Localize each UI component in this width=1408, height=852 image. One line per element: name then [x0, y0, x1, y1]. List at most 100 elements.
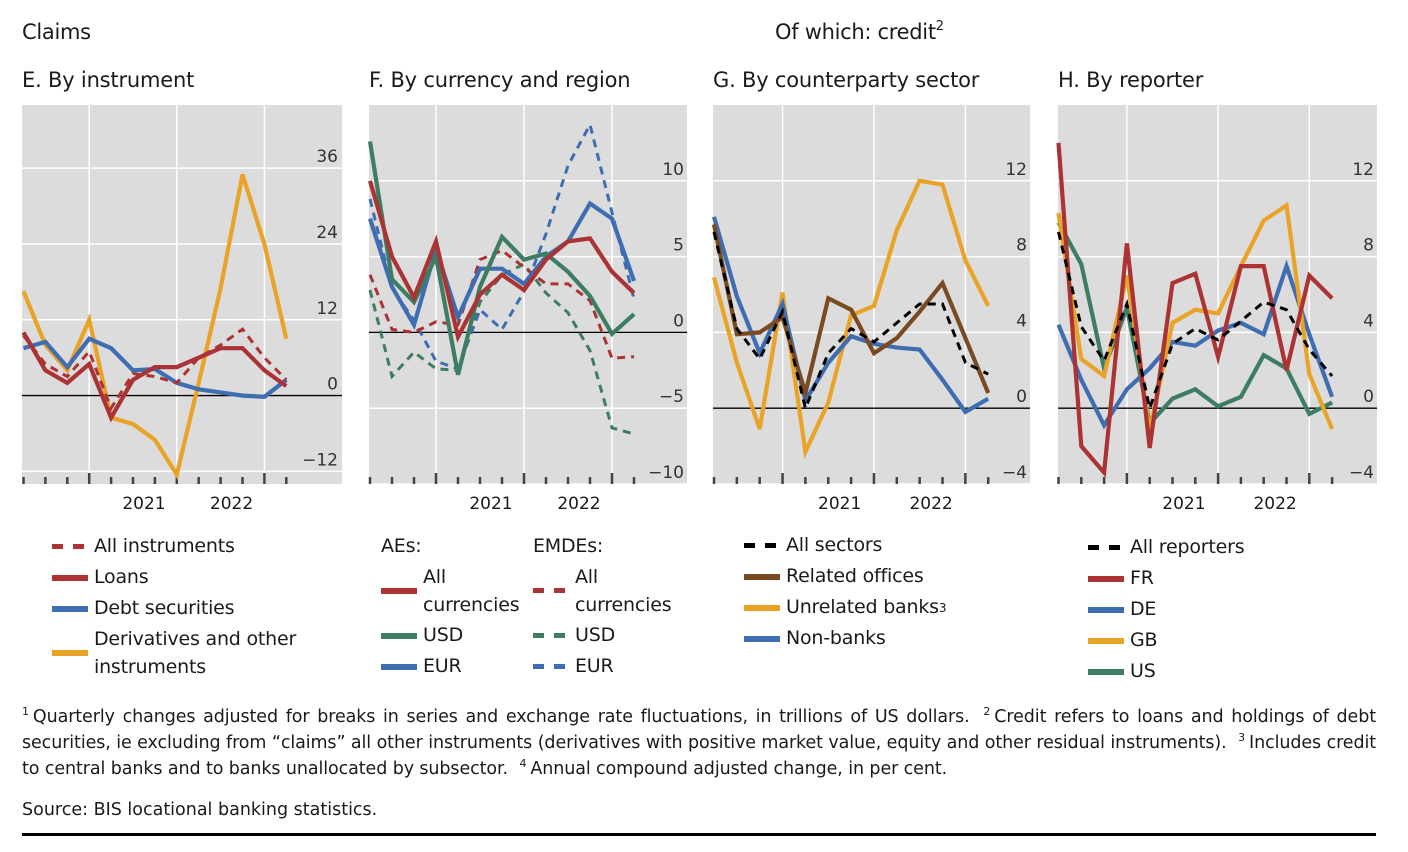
- legend-item-emde-usd: USD: [533, 620, 693, 651]
- y-tick-label: 4: [1016, 311, 1027, 331]
- legend-item-de: DE: [1088, 594, 1378, 625]
- footnote-num: 2: [983, 705, 991, 718]
- legend-key-solid: [1088, 668, 1124, 675]
- series-line-h-de: [1056, 259, 1335, 430]
- legend-item-all-instruments: All instruments: [52, 531, 342, 562]
- x-tick-label: 2021: [469, 494, 512, 514]
- legend-item-ae-eur: EUR: [381, 651, 541, 682]
- legend-item-debt-securities: Debt securities: [52, 593, 342, 624]
- legend-key-solid: [52, 605, 88, 612]
- legend-item-gb: GB: [1088, 625, 1378, 656]
- legend-key-solid: [52, 574, 88, 581]
- y-tick-label: 12: [1005, 160, 1027, 180]
- y-tick-label: 12: [1352, 160, 1374, 180]
- series-line-g-non-banks: [711, 216, 990, 415]
- legend-item-derivatives: Derivatives and other instruments: [52, 624, 342, 682]
- legend-key-dashed: [52, 543, 88, 550]
- charts-canvas: −12 0 12 24 36 2021 2022 −10 −5 0 5 10 2021 2022 −4 0 4 8…: [21, 105, 1377, 514]
- credit-header: Of which: credit2: [775, 19, 944, 44]
- series-line-f-aes-all-currencies: [367, 180, 636, 343]
- legend-key-solid: [1088, 575, 1124, 582]
- legend-key-dashed: [533, 663, 569, 670]
- legend-item-loans: Loans: [52, 562, 342, 593]
- legend-item-ae-all: All currencies: [381, 562, 541, 620]
- legend-key-dashed: [744, 542, 780, 549]
- y-tick-label: 36: [316, 147, 338, 167]
- y-tick-label: −12: [302, 450, 338, 470]
- y-tick-label: 0: [1016, 387, 1027, 407]
- y-tick-label: −10: [648, 463, 684, 483]
- panel-title-h: H. By reporter: [1058, 68, 1204, 92]
- footnote-num: 4: [519, 757, 527, 770]
- legend-head-emdes: EMDEs:: [533, 535, 604, 557]
- legend-key-solid: [1088, 637, 1124, 644]
- series-line-e-loans: [21, 331, 288, 423]
- y-tick-label: 8: [1363, 236, 1374, 256]
- legend-item-all-reporters: All reporters: [1088, 532, 1378, 563]
- bottom-rule: [22, 833, 1376, 836]
- legend-head-aes: AEs:: [381, 535, 422, 557]
- legend-key-solid: [744, 573, 780, 580]
- footnote-num: 3: [1238, 731, 1246, 744]
- footnote-4: Annual compound adjusted change, in per …: [530, 759, 948, 779]
- y-tick-label: 5: [673, 236, 684, 256]
- x-tick-label: 2022: [1253, 494, 1296, 514]
- legend-item-emde-eur: EUR: [533, 651, 693, 682]
- y-tick-label: 12: [316, 299, 338, 319]
- legend-g: All sectors Related offices Unrelated ba…: [744, 530, 1034, 654]
- footnotes: 1 Quarterly changes adjusted for breaks i…: [22, 704, 1376, 782]
- y-tick-label: −4: [1002, 463, 1027, 483]
- footnote-ref: 2: [935, 19, 944, 34]
- claims-header: Claims: [22, 20, 91, 44]
- y-tick-label: 10: [662, 160, 684, 180]
- series-line-h-gb: [1056, 201, 1335, 432]
- series-line-g-all-sectors: [712, 231, 989, 414]
- series-line-f-aes-usd: [367, 141, 636, 376]
- panel-title-e: E. By instrument: [22, 68, 195, 92]
- y-tick-label: 0: [673, 311, 684, 331]
- legend-key-dashed: [533, 588, 569, 594]
- y-tick-label: 24: [316, 223, 338, 243]
- legend-item-unrelated-banks: Unrelated banks 3: [744, 592, 1034, 623]
- legend-key-solid: [381, 663, 417, 670]
- legend-item-emde-all: All currencies: [533, 562, 693, 620]
- legend-key-dashed: [1088, 544, 1124, 551]
- legend-item-non-banks: Non-banks: [744, 623, 1034, 654]
- legend-key-solid: [744, 604, 780, 611]
- x-tick-label: 2021: [1162, 494, 1205, 514]
- plot-area-e: [22, 105, 342, 484]
- legend-e: All instruments Loans Debt securities De…: [52, 531, 342, 682]
- legend-h: All reporters FR DE GB US: [1088, 532, 1378, 687]
- panel-title-g: G. By counterparty sector: [713, 68, 980, 92]
- legend-key-solid: [381, 588, 417, 594]
- series-line-e-all-instruments: [22, 327, 288, 412]
- series-line-g-unrelated-banks: [711, 178, 991, 460]
- y-tick-label: 8: [1016, 236, 1027, 256]
- series-line-f-emdes-usd: [368, 262, 635, 436]
- x-tick-label: 2021: [122, 494, 165, 514]
- legend-key-solid: [52, 650, 88, 656]
- y-tick-label: −5: [659, 387, 684, 407]
- series-line-f-aes-eur: [368, 200, 636, 331]
- series-line-h-fr: [1056, 142, 1334, 478]
- series-line-g-related-offices: [711, 223, 991, 402]
- footnote-1: Quarterly changes adjusted for breaks in…: [32, 707, 970, 727]
- legend-f: AEs: All currencies USD EUR: [381, 531, 541, 682]
- x-tick-label: 2022: [909, 494, 952, 514]
- panel-title-f: F. By currency and region: [369, 68, 631, 92]
- y-tick-label: 0: [1363, 387, 1374, 407]
- footnote-num: 1: [22, 705, 29, 718]
- x-tick-label: 2021: [818, 494, 861, 514]
- series-line-h-all-reporters: [1057, 231, 1334, 414]
- footnote-3: Includes credit to central banks and to …: [22, 733, 1377, 779]
- legend-item-fr: FR: [1088, 563, 1378, 594]
- x-tick-label: 2022: [557, 494, 600, 514]
- legend-item-related-offices: Related offices: [744, 561, 1034, 592]
- legend-key-solid: [744, 635, 780, 642]
- legend-item-ae-usd: USD: [381, 620, 541, 651]
- y-tick-label: 4: [1363, 311, 1374, 331]
- x-tick-label: 2022: [210, 494, 253, 514]
- legend-key-solid: [381, 632, 417, 639]
- legend-key-solid: [1088, 606, 1124, 613]
- y-tick-label: 0: [327, 375, 338, 395]
